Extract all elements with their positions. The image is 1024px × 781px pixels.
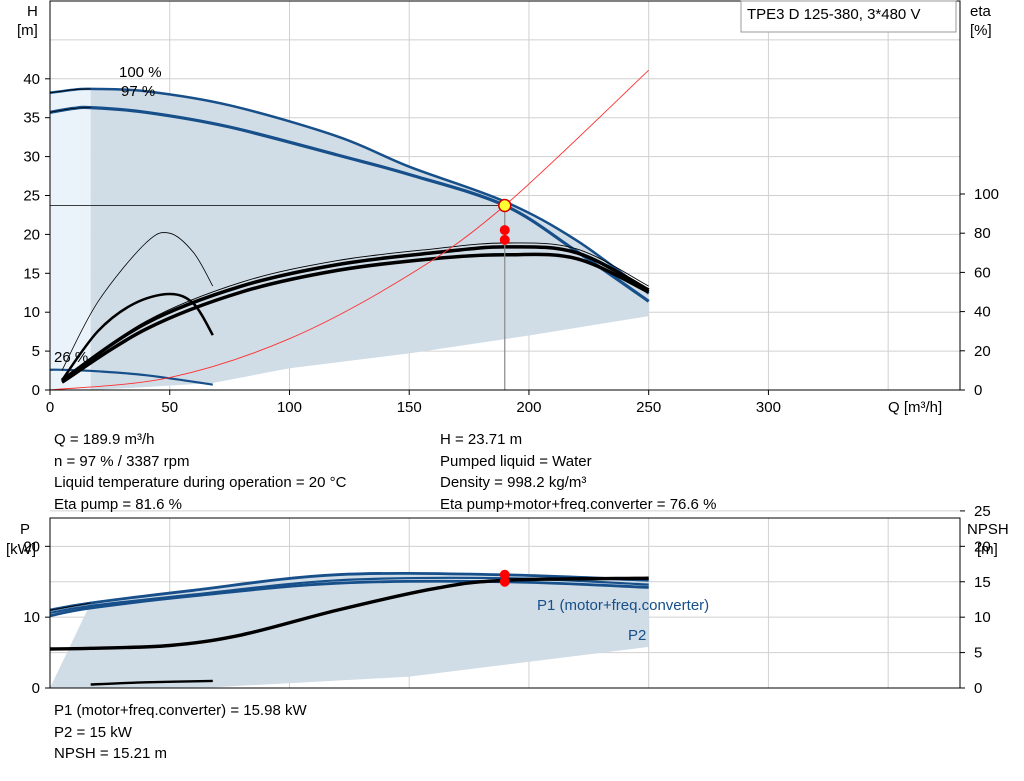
- npsh-tick-label: 10: [974, 609, 991, 626]
- marker-p2: [499, 576, 510, 587]
- y-tick-label-left: 5: [32, 343, 40, 360]
- marker-p1: [499, 569, 510, 580]
- marker-eta-pump: [499, 225, 510, 236]
- readout-speed: n = 97 % / 3387 rpm: [54, 452, 190, 470]
- readout-head: H = 23.71 m: [440, 431, 523, 448]
- y-tick-label-left: 0: [32, 382, 40, 399]
- readout-top-left: Q = 189.9 m³/h n = 97 % / 3387 rpm Liqui…: [54, 429, 346, 515]
- readout-eta-pump: Eta pump = 81.6 %: [54, 495, 182, 513]
- y-tick-label-right: 0: [974, 382, 982, 399]
- readout-density: Density = 998.2 kg/m³: [440, 474, 587, 491]
- y-tick-label-right: 40: [974, 304, 991, 321]
- top-y-label-right-1: eta: [970, 3, 992, 20]
- top-y-label-right-2: [%]: [970, 22, 992, 39]
- eta-curve-97: [61, 245, 650, 382]
- readout-liquid-temperature: Liquid temperature during operation = 20…: [54, 474, 347, 491]
- x-tick-label: 100: [277, 399, 302, 416]
- marker-duty-point: [498, 198, 512, 213]
- bottom-y-label-right-2: [m]: [977, 541, 998, 558]
- y-tick-label-left: 20: [23, 226, 40, 243]
- readout-eta-total: Eta pump+motor+freq.converter = 76.6 %: [440, 495, 717, 513]
- bottom-y-label-right-1: NPSH: [967, 521, 1009, 538]
- eta-curve-26: [60, 292, 214, 381]
- y-tick-label-left: 35: [23, 110, 40, 127]
- y-tick-label-right: 80: [974, 225, 991, 242]
- bottom-y-label-left-2: [kW]: [6, 541, 36, 558]
- low-flow-region: [50, 89, 91, 390]
- annotation-100-percent: 100 %: [119, 64, 162, 81]
- npsh-tick-label: 5: [974, 645, 982, 662]
- power-curve-p1: [49, 571, 649, 612]
- head-curve-100-extension: [49, 88, 91, 94]
- power-curve-p2: [49, 579, 649, 618]
- marker-eta-total: [499, 234, 510, 245]
- series-label-p1: P1 (motor+freq.converter): [537, 597, 709, 614]
- y-tick-label-left: 30: [23, 149, 40, 166]
- series-label-p2: P2: [628, 627, 646, 644]
- eta-curve-100: [61, 242, 649, 381]
- top-y-label-left-1: H: [27, 3, 38, 20]
- y-tick-label-right: 20: [974, 343, 991, 360]
- y-tick-label-right: 100: [974, 186, 999, 203]
- npsh-tick-label: 20: [974, 538, 991, 555]
- p-tick-label: 0: [32, 680, 40, 697]
- readout-flow: Q = 189.9 m³/h: [54, 431, 155, 448]
- y-tick-label-left: 40: [23, 71, 40, 88]
- x-tick-label: 300: [756, 399, 781, 416]
- x-tick-label: 150: [397, 399, 422, 416]
- system-curve: [49, 69, 650, 391]
- eta-curve-total: [61, 252, 650, 384]
- power-curve-26: [90, 679, 213, 686]
- readout-bottom: P1 (motor+freq.converter) = 15.98 kW P2 …: [54, 700, 307, 765]
- x-tick-label: 250: [636, 399, 661, 416]
- x-tick-label: 200: [516, 399, 541, 416]
- bottom-y-label-left-1: P: [20, 521, 30, 538]
- operating-envelope: [90, 88, 649, 391]
- y-tick-label-left: 15: [23, 265, 40, 282]
- lower-plot-frame: [49, 517, 961, 689]
- y-tick-label-left: 25: [23, 188, 40, 205]
- head-curve-97-extension: [49, 107, 91, 113]
- operating-point-markers: [498, 198, 512, 587]
- readout-top-right: H = 23.71 m Pumped liquid = Water Densit…: [440, 429, 716, 515]
- readout-pumped-liquid: Pumped liquid = Water: [440, 452, 592, 470]
- top-x-label: Q [m³/h]: [888, 399, 942, 416]
- p-tick-label: 10: [23, 609, 40, 626]
- y-tick-label-right: 60: [974, 264, 991, 281]
- operating-area: [50, 88, 649, 688]
- y-tick-label-left: 10: [23, 304, 40, 321]
- top-y-label-left-2: [m]: [17, 22, 38, 39]
- chart-title: TPE3 D 125-380, 3*480 V: [747, 6, 920, 23]
- power-envelope: [50, 574, 649, 688]
- p-tick-label: 20: [23, 538, 40, 555]
- readout-npsh: NPSH = 15.21 m: [54, 745, 167, 762]
- power-curve-extension: [49, 602, 91, 611]
- npsh-tick-label: 0: [974, 680, 982, 697]
- readout-p1: P1 (motor+freq.converter) = 15.98 kW: [54, 702, 307, 719]
- chart-title-box: [740, 0, 957, 33]
- x-tick-label: 0: [46, 399, 54, 416]
- x-tick-label: 50: [161, 399, 178, 416]
- annotation-97-percent: 97 %: [121, 83, 155, 100]
- annotation-26-percent: 26 %: [54, 349, 88, 366]
- axis-ticks: 0 50 100 150 200 250 3000510152025303540020406…: [23, 71, 999, 697]
- head-curve-26: [49, 368, 213, 386]
- eta-curve-26-thin: [61, 232, 214, 371]
- npsh-tick-label: 25: [974, 503, 991, 520]
- npsh-tick-label: 15: [974, 574, 991, 591]
- readout-p2: P2 = 15 kW: [54, 723, 132, 741]
